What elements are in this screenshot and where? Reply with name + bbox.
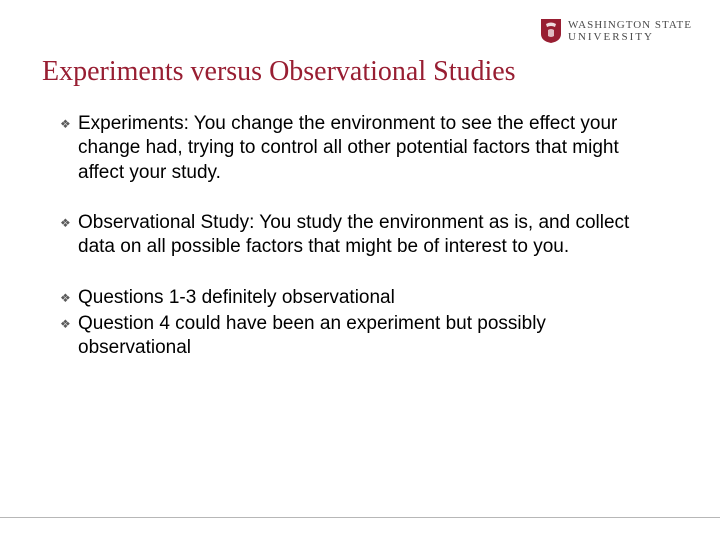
university-logo: WASHINGTON STATE UNIVERSITY (540, 18, 692, 44)
footer-divider (0, 517, 720, 518)
bullet-item: ❖ Questions 1-3 definitely observational (60, 286, 660, 310)
diamond-bullet-icon: ❖ (60, 211, 78, 235)
bullet-item: ❖ Question 4 could have been an experime… (60, 312, 660, 361)
diamond-bullet-icon: ❖ (60, 312, 78, 336)
diamond-bullet-icon: ❖ (60, 286, 78, 310)
slide-title: Experiments versus Observational Studies (42, 56, 516, 88)
bullet-text: Experiments: You change the environment … (78, 112, 660, 185)
bullet-item: ❖ Observational Study: You study the env… (60, 211, 660, 260)
bullet-text: Question 4 could have been an experiment… (78, 312, 660, 361)
logo-line-1: WASHINGTON STATE (568, 20, 692, 31)
bullet-item: ❖ Experiments: You change the environmen… (60, 112, 660, 185)
university-logo-text: WASHINGTON STATE UNIVERSITY (568, 20, 692, 43)
diamond-bullet-icon: ❖ (60, 112, 78, 136)
shield-icon (540, 18, 562, 44)
slide-content: ❖ Experiments: You change the environmen… (60, 112, 660, 387)
bullet-text: Observational Study: You study the envir… (78, 211, 660, 260)
logo-line-2: UNIVERSITY (568, 32, 692, 43)
bullet-text: Questions 1-3 definitely observational (78, 286, 660, 310)
slide: WASHINGTON STATE UNIVERSITY Experiments … (0, 0, 720, 540)
